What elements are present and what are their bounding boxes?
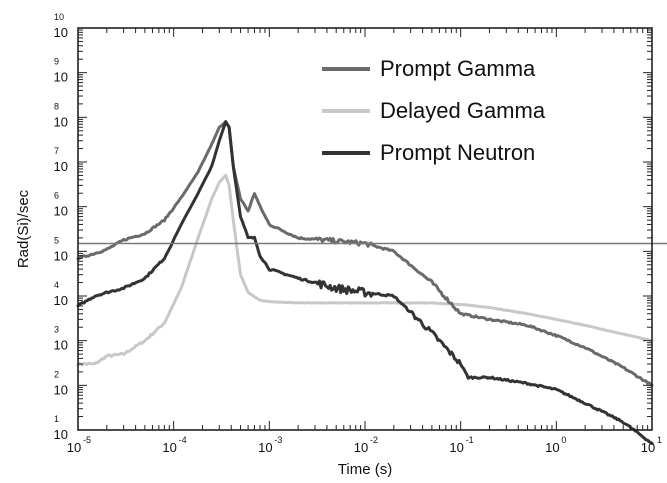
y-tick-label: 10	[54, 427, 68, 442]
y-tick-label: 10	[54, 70, 68, 85]
x-tick-label: 10	[354, 440, 368, 455]
y-tick-label-exponent: 8	[54, 101, 59, 111]
legend-label: Prompt Gamma	[380, 56, 536, 81]
x-tick-label-exponent: -2	[370, 435, 378, 445]
y-tick-label: 10	[54, 382, 68, 397]
x-tick-label-exponent: 1	[657, 435, 662, 445]
x-tick-label-exponent: -5	[83, 435, 91, 445]
y-tick-label: 10	[54, 204, 68, 219]
series-line-prompt-gamma	[76, 120, 654, 387]
y-tick-label-exponent: 1	[54, 414, 59, 424]
y-tick-label-exponent: 3	[54, 325, 59, 335]
x-tick-label-exponent: -4	[179, 435, 187, 445]
y-tick-label-exponent: 7	[54, 146, 59, 156]
x-tick-label: 10	[162, 440, 176, 455]
y-tick-label: 10	[54, 293, 68, 308]
y-tick-label-exponent: 4	[54, 280, 59, 290]
y-tick-label-exponent: 5	[54, 235, 59, 245]
y-tick-label: 10	[54, 338, 68, 353]
series-line-delayed-gamma	[76, 173, 654, 367]
x-tick-label: 10	[545, 440, 559, 455]
x-tick-label: 10	[67, 440, 81, 455]
x-tick-label-exponent: 0	[561, 435, 566, 445]
legend: Prompt Gamma Delayed Gamma Prompt Neutron	[322, 56, 546, 165]
y-tick-label: 10	[54, 159, 68, 174]
tick-label-layer: 10 -5 10 -4 10 -3 10 -2 10 -1 10 0 10 110110210310410…	[54, 12, 662, 455]
y-axis-label: Rad(Si)/sec	[15, 189, 32, 268]
series-layer	[76, 120, 654, 445]
x-tick-label: 10	[641, 440, 655, 455]
y-tick-label: 10	[54, 25, 68, 40]
tick-layer	[77, 28, 652, 431]
x-tick-label: 10	[449, 440, 463, 455]
legend-label: Delayed Gamma	[380, 98, 546, 123]
y-tick-label: 10	[54, 114, 68, 129]
y-tick-label-exponent: 2	[54, 369, 59, 379]
x-tick-label: 10	[258, 440, 272, 455]
y-tick-label-exponent: 10	[54, 12, 64, 22]
legend-label: Prompt Neutron	[380, 140, 535, 165]
x-axis-label: Time (s)	[338, 461, 392, 478]
y-tick-label: 10	[54, 248, 68, 263]
x-tick-label-exponent: -1	[466, 435, 474, 445]
x-tick-label-exponent: -3	[274, 435, 282, 445]
y-tick-label-exponent: 9	[54, 57, 59, 67]
y-tick-label-exponent: 6	[54, 191, 59, 201]
series-line-prompt-neutron	[76, 120, 654, 445]
